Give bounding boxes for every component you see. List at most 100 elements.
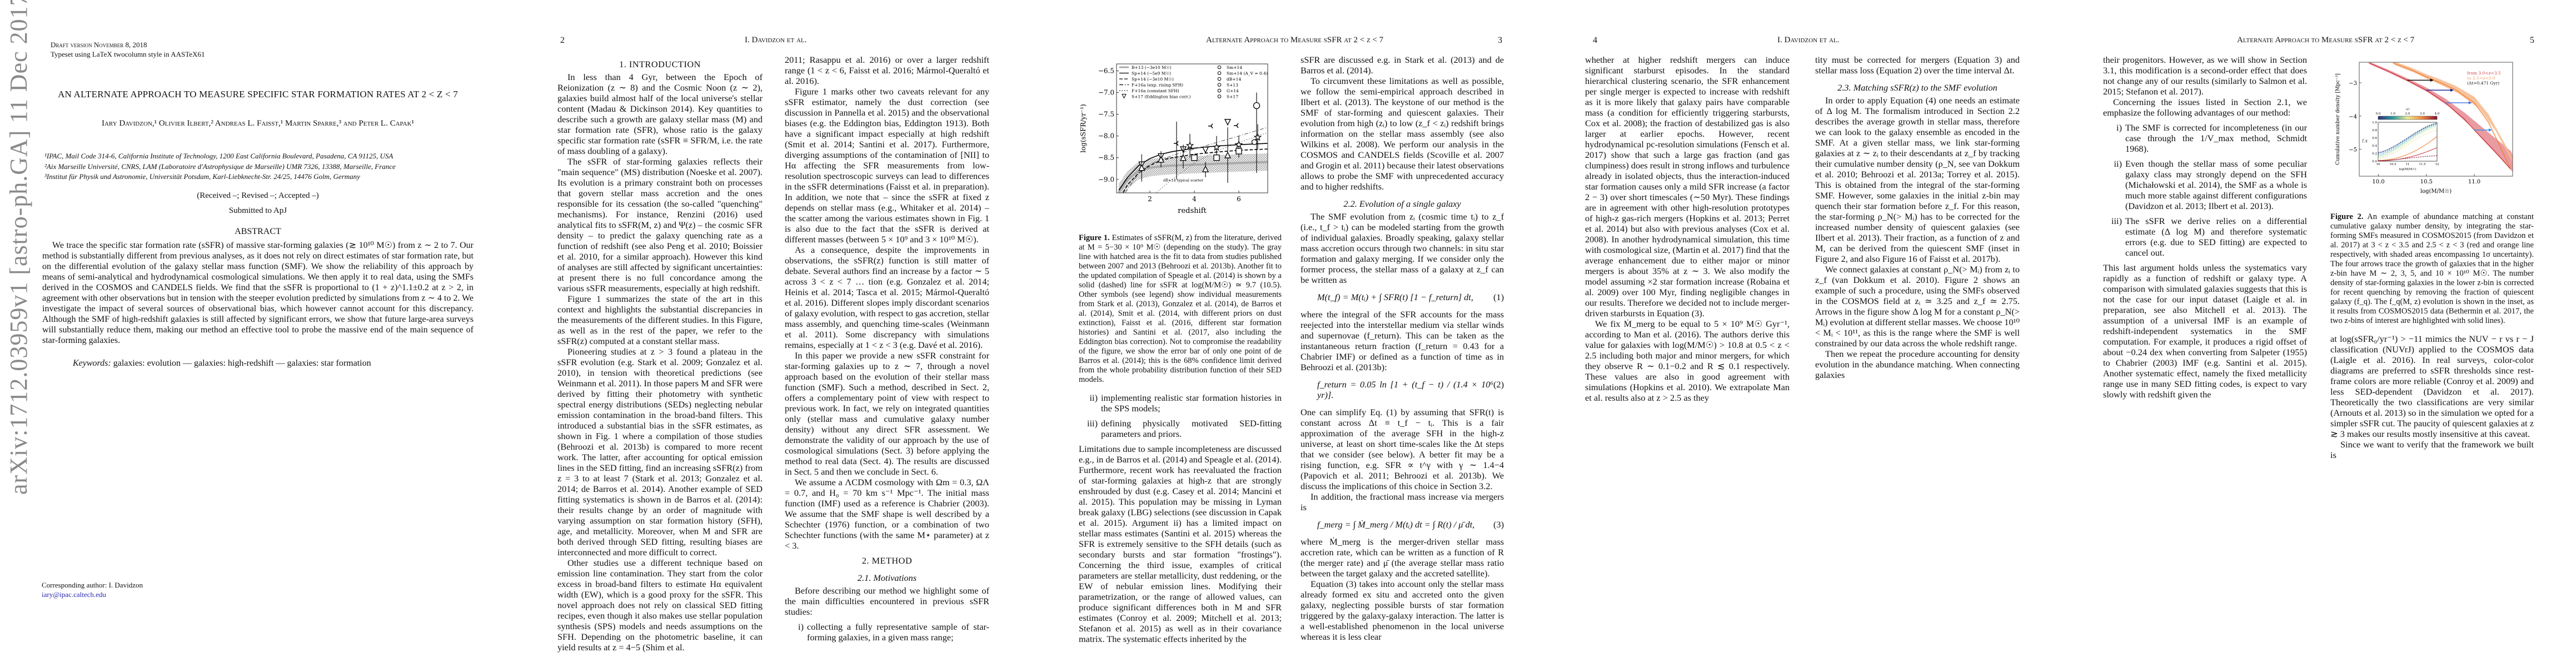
paragraph: This last argument holds unless the syst… (2103, 262, 2307, 400)
subsection-heading: 2.3. Matching sSFR(z) to the SMF evoluti… (1837, 82, 1997, 93)
paragraph: In less than 4 Gyr, between the Epoch of… (557, 72, 763, 156)
submitted-line: Submitted to ApJ (228, 206, 287, 215)
plot-frame (1116, 63, 1268, 193)
plot-frame (2359, 62, 2513, 177)
abstract-block: We trace the specific star formation rat… (42, 240, 474, 369)
inset-x-tick-label: 12 (2435, 163, 2439, 166)
x-tick-label: 4 (1192, 195, 1197, 203)
marker-tri-left (1174, 141, 1179, 146)
received-line: (Received –; Revised –; Accepted –) (197, 191, 319, 200)
smf-line-1 (2393, 62, 2512, 170)
figure-1-chart: 2 4 6 −6.5 −7.0 −7.5 −8.0 −8.5 −9.0 redshift log(s… (1079, 63, 1268, 215)
marker-triangle-down (1224, 119, 1232, 126)
equation: f_return = 0.05 ln [1 + (t_f − t) / (1.4… (1317, 379, 1504, 400)
paragraph: One can simplify Eq. (1) by assuming tha… (1301, 407, 1504, 491)
paragraph: Since we want to verify that the framewo… (2330, 439, 2534, 460)
list-item: ii) implementing realistic star formation… (1079, 392, 1282, 414)
figure-1-label: Figure 1. (1079, 233, 1110, 242)
inset-colorbar (2378, 116, 2438, 120)
paragraph: Before describing our method we highligh… (785, 585, 989, 617)
y-tick-label: −5 (2349, 147, 2357, 153)
y-axis-label: log(sSFR/yr⁻¹) (1079, 104, 1087, 153)
list-item-text: defining physically motivated SED-fittin… (1101, 418, 1282, 439)
legend-label: Sp+14 (∼5e9 M☉) (1132, 71, 1171, 76)
page3-right-column: sSFR are discussed e.g. in Stark et al. … (1301, 54, 1504, 642)
abstract-heading: ABSTRACT (235, 227, 281, 236)
page2-left-column: 1. INTRODUCTION In less than 4 Gyr, betwe… (557, 54, 763, 653)
keywords-label: Keywords: (73, 359, 111, 368)
paragraph: where the integral of the SFR accounts f… (1301, 309, 1504, 372)
paragraph: whether at higher redshift mergers can i… (1585, 54, 1790, 318)
legend-marker (1217, 71, 1222, 75)
subsection-heading: 2.1. Motivations (857, 573, 917, 583)
corresponding-author-name: Corresponding author: I. Davidzon (42, 581, 143, 589)
inset-y-tick-label: 1.0 (2372, 121, 2377, 125)
marker-tri-left (1208, 123, 1213, 129)
annotation-label: dB+14 typical scatter (1163, 178, 1204, 183)
figure-2-caption-text: An example of abundance matching at cons… (2330, 212, 2534, 325)
legend-label: dB+14 (1227, 77, 1241, 82)
figure-1-caption: Figure 1. Estimates of sSFR(M, z) from t… (1079, 233, 1282, 385)
list-item-text: implementing realistic star formation hi… (1101, 392, 1282, 414)
running-header: Alternate Approach to Measure sSFR at 2 … (1206, 36, 1384, 44)
marker-triangle-down (1202, 147, 1209, 154)
affiliation: ²Aix Marseille Université, CNRS, LAM (La… (44, 162, 396, 171)
paragraph: Pioneering studies at z > 3 found a plat… (557, 346, 763, 558)
colorbar-tick-label: 0.0 (2376, 112, 2381, 116)
typeset-note: Typeset using LaTeX twocolumn style in A… (51, 50, 205, 58)
colorbar-tick-label: 3.0 (2420, 112, 2425, 116)
equation: f_merg = ∫ Ṁ_merg / M(tᵢ) dt = ∫ R(t) / … (1317, 519, 1504, 530)
affiliations: ¹IPAC, Mail Code 314-6, California Insti… (44, 151, 396, 182)
equation-number: (1) (1493, 292, 1504, 302)
legend-marker (1217, 83, 1222, 87)
colorbar-tick-label: 4.0 (2435, 112, 2440, 116)
page-number: 2 (560, 36, 565, 45)
page5-left-column: their progenitors. However, as we will s… (2103, 54, 2307, 400)
page5-right-column: at log(sSFR₀/yr⁻¹) > −11 mimics the NUV … (2330, 334, 2534, 460)
equation-body: f_return = 0.05 ln [1 + (t_f − t) / (1.4… (1317, 379, 1494, 400)
list-item-label: iii) (2111, 216, 2122, 226)
paper-title: AN ALTERNATE APPROACH TO MEASURE SPECIFI… (58, 89, 458, 99)
keywords: Keywords: galaxies: evolution — galaxies… (42, 358, 474, 369)
list-item: i) The SMF is corrected for incompletenes… (2103, 122, 2307, 154)
legend-label: from 3.0<z<3.5 (2467, 71, 2501, 76)
corresponding-email-link[interactable]: iary@ipac.caltech.edu (42, 590, 106, 599)
list-item-text: The sSFR we derive relies on a different… (2125, 216, 2307, 258)
figure-1-caption-text: Estimates of sSFR(M, z) from the literat… (1079, 233, 1282, 384)
legend-label: to 2.5<z<3.0 (2467, 76, 2495, 81)
marker-pentagon (1251, 139, 1258, 145)
legend-label: Sm+14 (A_V ≃ 0.4) (1227, 71, 1268, 76)
keywords-text: galaxies: evolution — galaxies: high-red… (113, 359, 371, 368)
list-item-label: ii) (2114, 158, 2122, 169)
page5-right-flow: Figure 2. An example of abundance matchi… (2330, 212, 2534, 460)
inset-fq-curve (2378, 124, 2438, 156)
inset-fq-curve (2378, 136, 2438, 161)
legend-label: (Δt=0.471 Gyr) (2467, 81, 2499, 86)
abstract-text: We trace the specific star formation rat… (42, 241, 474, 345)
page3-left-flow: Figure 1. Estimates of sSFR(M, z) from t… (1079, 233, 1282, 644)
series-line-4 (1156, 132, 1268, 193)
paragraph: sSFR are discussed e.g. in Stark et al. … (1301, 54, 1504, 76)
inset-y-tick-label: 0.6 (2372, 137, 2377, 140)
paragraph: Figure 1 summarizes the state of the art… (557, 293, 763, 346)
x-tick-label: 2 (1148, 195, 1152, 203)
marker-square (1191, 155, 1198, 161)
inset-y-tick-label: 0.4 (2372, 145, 2377, 148)
plot-area (1118, 92, 1268, 193)
legend-label: S+17 (1227, 94, 1238, 99)
colorbar-tick-label: 1.0 (2390, 112, 2395, 116)
page3-left-column: ii) implementing realistic star formation… (1079, 392, 1282, 644)
page-number: 4 (1593, 36, 1597, 45)
colorbar-label: ⟨z⟩ (2406, 108, 2410, 111)
inset-fq-curve (2378, 122, 2438, 153)
section-heading: 1. INTRODUCTION (619, 59, 701, 69)
paragraph: Concerning the issues listed in Section … (2103, 97, 2307, 118)
list-item-label: i) (2116, 122, 2122, 133)
page-number: 5 (2530, 36, 2534, 45)
equation-number: (2) (1493, 379, 1504, 390)
legend-label: S+13 (1227, 83, 1238, 88)
y-axis-label: Cumulative number density [Mpc⁻³] (2335, 73, 2341, 165)
list-item-label: iii) (1087, 418, 1098, 429)
paragraph: As a consequence, despite the improvemen… (785, 245, 990, 350)
inset-y-axis-label: f_q (2361, 139, 2367, 143)
